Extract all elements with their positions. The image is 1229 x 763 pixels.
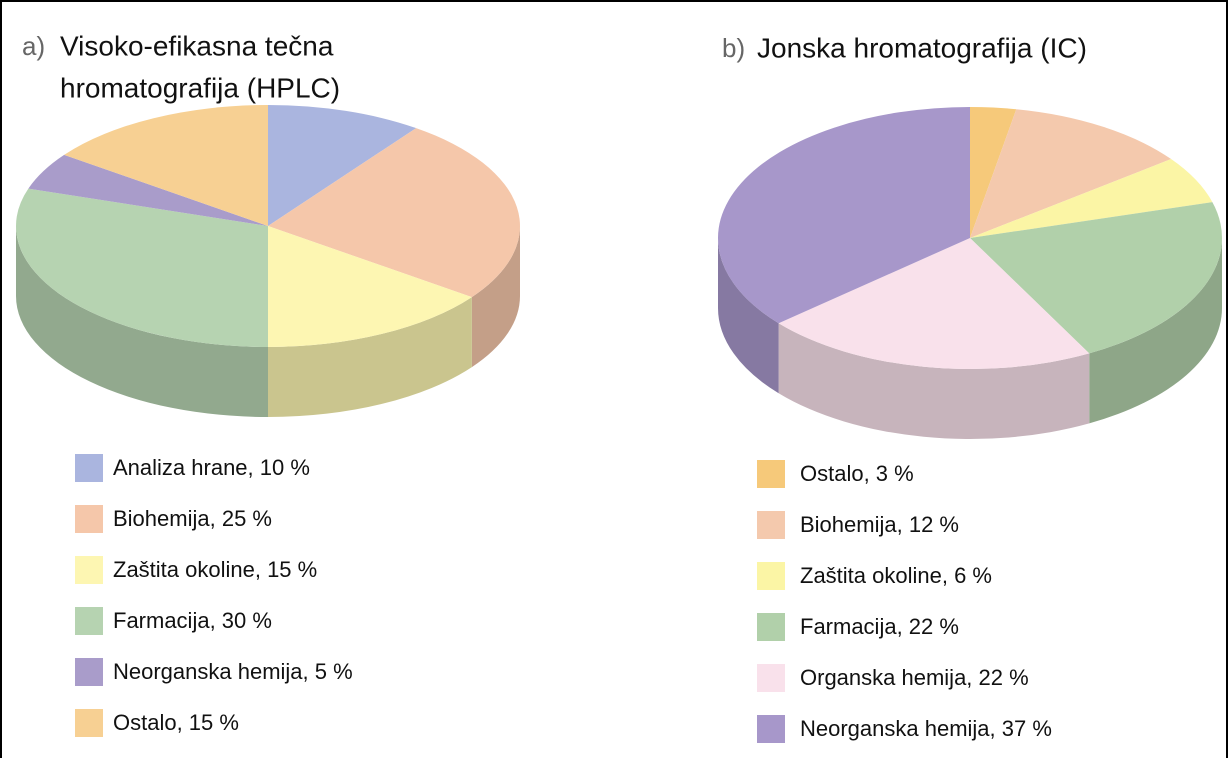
legend-label: Farmacija, 22 %	[800, 614, 959, 639]
slice-side	[1089, 238, 1222, 424]
legend-swatch	[757, 664, 785, 692]
slice	[718, 107, 970, 324]
slice	[970, 202, 1223, 354]
legend-label: Neorganska hemija, 37 %	[800, 716, 1052, 741]
legend-label: Ostalo, 3 %	[800, 461, 914, 486]
legend-swatch	[757, 613, 785, 641]
slice	[28, 154, 269, 226]
slice	[970, 159, 1213, 238]
slice	[64, 105, 268, 226]
legend-swatch	[757, 715, 785, 743]
legend-label: Analiza hrane, 10 %	[113, 455, 310, 480]
legend-label: Biohemija, 12 %	[800, 512, 959, 537]
slice	[15, 188, 269, 347]
legend-label: Neorganska hemija, 5 %	[113, 659, 353, 684]
legend-label: Zaštita okoline, 15 %	[113, 557, 317, 582]
slice	[268, 226, 472, 347]
chart-title: hromatografija (HPLC)	[60, 72, 340, 103]
slice	[970, 107, 1017, 238]
panel-label: a)	[22, 31, 45, 61]
slice-side	[16, 226, 268, 417]
legend-label: Zaštita okoline, 6 %	[800, 563, 992, 588]
legend-label: Biohemija, 25 %	[113, 506, 272, 531]
slice-side	[778, 323, 1090, 440]
legend-swatch	[75, 607, 103, 635]
slice-side	[268, 297, 472, 417]
slice-side	[471, 226, 520, 368]
legend-swatch	[757, 562, 785, 590]
legend-swatch	[757, 511, 785, 539]
legend-swatch	[75, 556, 103, 584]
legend-swatch	[75, 658, 103, 686]
chart-title: Visoko-efikasna tečna	[60, 30, 334, 61]
slice-side	[718, 238, 779, 394]
legend-label: Ostalo, 15 %	[113, 710, 239, 735]
legend-label: Farmacija, 30 %	[113, 608, 272, 633]
legend-swatch	[757, 460, 785, 488]
slice	[268, 105, 417, 226]
legend-swatch	[75, 709, 103, 737]
slice	[970, 109, 1172, 238]
chart-title: Jonska hromatografija (IC)	[757, 32, 1087, 63]
slice	[268, 128, 520, 298]
legend-label: Organska hemija, 22 %	[800, 665, 1029, 690]
legend-swatch	[75, 505, 103, 533]
legend-swatch	[75, 454, 103, 482]
slice	[778, 238, 1090, 370]
panel-label: b)	[722, 33, 745, 63]
